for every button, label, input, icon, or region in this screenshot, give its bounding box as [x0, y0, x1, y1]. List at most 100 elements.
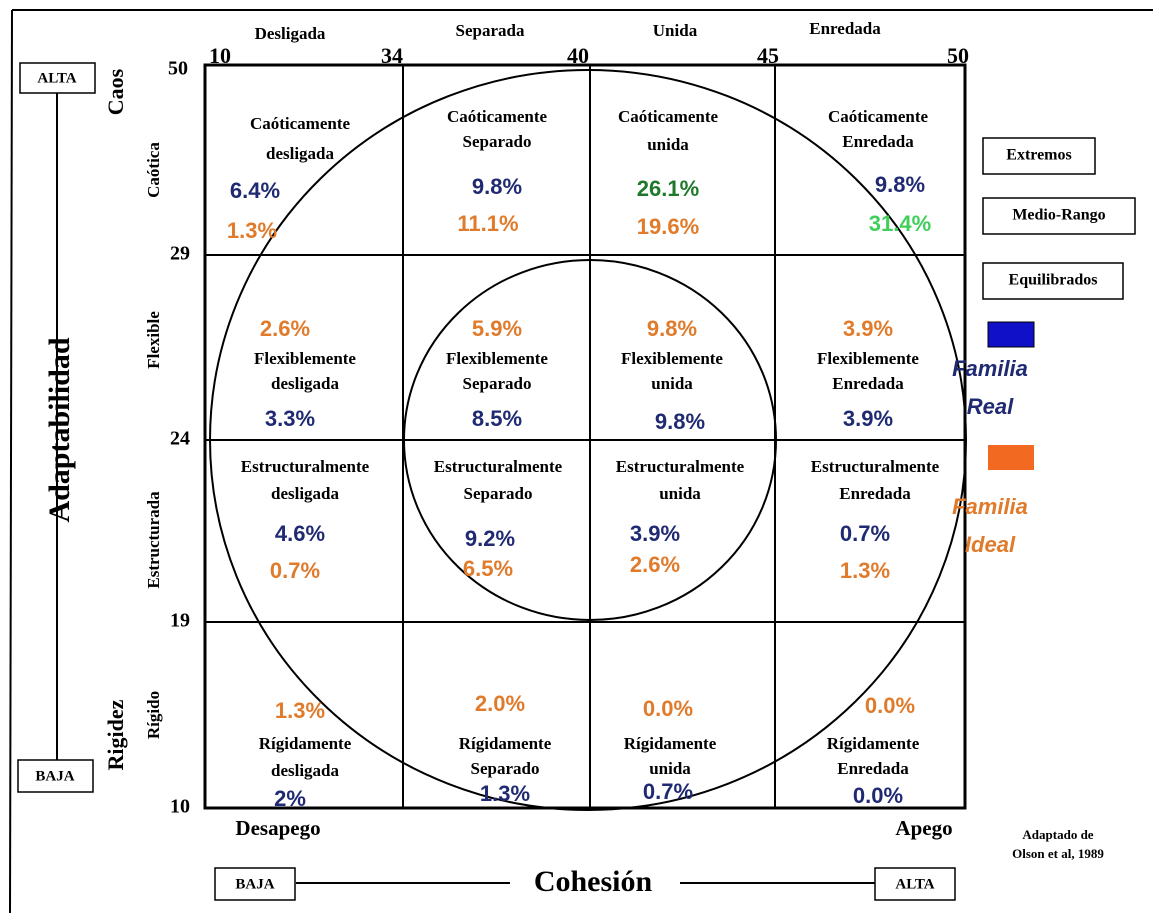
- cell-title: unida: [659, 484, 701, 503]
- ideal-value: 0.7%: [270, 558, 320, 583]
- column-label: Separada: [456, 21, 525, 40]
- y-tick-label: 50: [168, 58, 188, 80]
- legend-label: Ideal: [965, 532, 1016, 557]
- axis-extreme: Apego: [895, 816, 952, 840]
- x-tick-label: 10: [209, 43, 231, 68]
- legend-label: Familia: [952, 356, 1028, 381]
- cell-title: Rígidamente: [827, 734, 920, 753]
- cell-title: Separado: [464, 484, 533, 503]
- cell-title: desligada: [271, 484, 340, 503]
- real-value: 9.8%: [472, 174, 522, 199]
- ideal-value: 9.8%: [647, 316, 697, 341]
- cell-title: unida: [651, 374, 693, 393]
- cell-title: Rígidamente: [459, 734, 552, 753]
- cell-title: Caóticamente: [447, 107, 548, 126]
- label-box: [874, 867, 956, 901]
- y-tick-label: 19: [170, 610, 190, 632]
- inner-circle: [403, 259, 777, 621]
- cell-title: Enredada: [842, 132, 914, 151]
- cell-title: Caóticamente: [828, 107, 929, 126]
- row-label: Flexible: [144, 311, 163, 369]
- real-value: 0.7%: [840, 521, 890, 546]
- legend-label: Familia: [952, 494, 1028, 519]
- real-value: 26.1%: [637, 176, 699, 201]
- cell-title: Estructuralmente: [616, 457, 745, 476]
- label-box: [19, 62, 96, 94]
- cell-title: Estructuralmente: [434, 457, 563, 476]
- ideal-value: 2.6%: [630, 552, 680, 577]
- source: Adaptado de: [1022, 827, 1093, 842]
- axis-end: BAJA: [35, 768, 74, 784]
- cell-title: Rígidamente: [624, 734, 717, 753]
- cell-title: Flexiblemente: [817, 349, 919, 368]
- outer-circle: [209, 69, 967, 811]
- real-value: 9.2%: [465, 526, 515, 551]
- legend-level: Extremos: [1006, 147, 1071, 164]
- axis-end: ALTA: [37, 70, 76, 86]
- legend-label: Real: [967, 394, 1014, 419]
- cell-title: unida: [649, 759, 691, 778]
- cell-title: Estructuralmente: [241, 457, 370, 476]
- axis-end: BAJA: [235, 876, 274, 892]
- ideal-value: 0.0%: [865, 693, 915, 718]
- legend-level: Medio-Rango: [1012, 207, 1105, 224]
- legend-swatch: [988, 445, 1034, 470]
- real-value: 0.7%: [643, 779, 693, 804]
- axis-extreme: Rigidez: [103, 699, 128, 770]
- legend-level: Equilibrados: [1009, 272, 1098, 289]
- real-value: 1.3%: [480, 781, 530, 806]
- cell-title: desligada: [271, 761, 340, 780]
- real-value: 3.3%: [265, 406, 315, 431]
- x-tick-label: 45: [757, 43, 779, 68]
- y-tick-label: 24: [170, 428, 190, 450]
- cell-title: Separado: [471, 759, 540, 778]
- cell-title: Estructuralmente: [811, 457, 940, 476]
- real-value: 9.8%: [875, 172, 925, 197]
- label-box: [214, 867, 296, 901]
- row-label: Caótica: [144, 142, 163, 198]
- ideal-value: 11.1%: [457, 211, 518, 236]
- real-value: 2%: [274, 786, 306, 811]
- x-tick-label: 50: [947, 43, 969, 68]
- cell-title: unida: [647, 135, 689, 154]
- cell-title: Separado: [463, 374, 532, 393]
- column-label: Enredada: [809, 19, 881, 38]
- axis-title: Adaptabilidad: [43, 337, 76, 522]
- legend-box: [982, 262, 1124, 300]
- cell-title: Flexiblemente: [446, 349, 548, 368]
- cell-title: Caóticamente: [618, 107, 719, 126]
- x-tick-label: 34: [381, 43, 403, 68]
- legend-box: [982, 137, 1096, 175]
- real-value: 3.9%: [843, 406, 893, 431]
- cell-title: Enredada: [839, 484, 911, 503]
- ideal-value: 1.3%: [227, 218, 277, 243]
- real-value: 9.8%: [655, 409, 705, 434]
- cell-title: desligada: [271, 374, 340, 393]
- x-tick-label: 40: [567, 43, 589, 68]
- row-label: Estructurada: [144, 491, 163, 589]
- cell-title: Flexiblemente: [621, 349, 723, 368]
- y-tick-label: 10: [170, 796, 190, 818]
- column-label: Unida: [653, 21, 698, 40]
- cell-title: Separado: [463, 132, 532, 151]
- axis-extreme: Caos: [103, 68, 128, 115]
- ideal-value: 6.5%: [463, 556, 513, 581]
- ideal-value: 5.9%: [472, 316, 522, 341]
- ideal-value: 2.0%: [475, 691, 525, 716]
- ideal-value: 2.6%: [260, 316, 310, 341]
- real-value: 3.9%: [630, 521, 680, 546]
- y-tick-label: 29: [170, 243, 190, 265]
- row-label: Rígido: [144, 691, 163, 739]
- real-value: 4.6%: [275, 521, 325, 546]
- legend-box: [982, 197, 1136, 235]
- label-box: [17, 759, 94, 793]
- cell-title: Enredada: [837, 759, 909, 778]
- real-value: 8.5%: [472, 406, 522, 431]
- axis-end: ALTA: [895, 876, 934, 892]
- cell-title: Caóticamente: [250, 114, 351, 133]
- column-label: Desligada: [255, 24, 326, 43]
- source: Olson et al, 1989: [1012, 846, 1104, 861]
- ideal-value: 19.6%: [637, 214, 699, 239]
- ideal-value: 31.4%: [869, 211, 931, 236]
- axis-title: Cohesión: [534, 865, 653, 898]
